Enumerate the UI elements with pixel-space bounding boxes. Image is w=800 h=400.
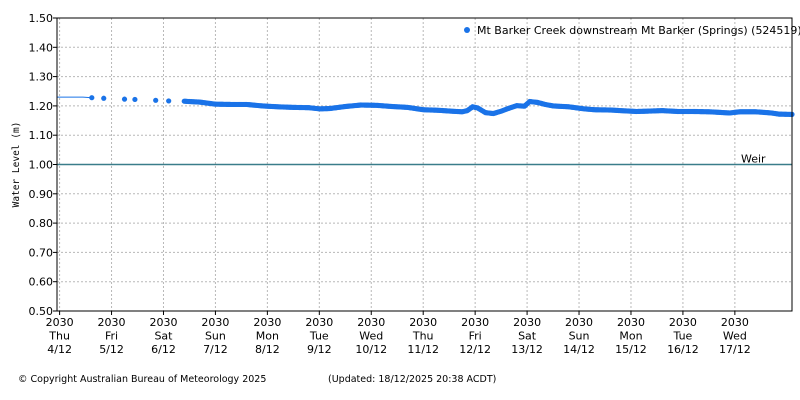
x-tick-label: 5/12 [99,343,124,356]
y-axis-label: Water Level (m) [11,122,22,208]
x-tick-label: 2030 [149,316,177,329]
x-tick-label: Thu [48,330,70,343]
x-tick-label: 2030 [565,316,593,329]
series-points [57,95,795,117]
x-tick-label: Tue [309,330,329,343]
y-tick-label: 1.00 [29,159,54,172]
x-tick-label: Thu [412,330,434,343]
x-tick-label: 12/12 [459,343,491,356]
y-tick-label: 0.60 [29,276,54,289]
legend: Mt Barker Creek downstream Mt Barker (Sp… [464,24,800,37]
x-tick-label: 8/12 [255,343,280,356]
x-tick-label: Sat [518,330,537,343]
data-point [101,95,107,101]
x-tick-label: 2030 [617,316,645,329]
legend-label: Mt Barker Creek downstream Mt Barker (Sp… [477,24,800,37]
x-tick-label: 2030 [46,316,74,329]
x-tick-label: 2030 [721,316,749,329]
y-tick-label: 0.50 [29,305,54,318]
plot-frame [56,17,793,312]
data-point [166,98,172,104]
x-tick-label: Mon [256,330,279,343]
x-tick-label: Sun [205,330,226,343]
x-tick-label: 11/12 [407,343,439,356]
x-tick-label: 14/12 [563,343,595,356]
copyright-text: © Copyright Australian Bureau of Meteoro… [18,374,267,385]
y-tick-label: 1.50 [29,12,54,25]
x-tick-label: 2030 [669,316,697,329]
y-tick-label: 1.20 [29,100,54,113]
x-tick-label: 10/12 [355,343,387,356]
data-point [153,97,159,103]
x-tick-label: 2030 [513,316,541,329]
x-tick-label: 2030 [409,316,437,329]
series-line-start [57,96,92,99]
x-tick-label: Tue [673,330,693,343]
x-tick-label: 16/12 [667,343,699,356]
y-tick-label: 0.70 [29,246,54,259]
x-tick-label: 2030 [98,316,126,329]
x-tick-label: 2030 [253,316,281,329]
updated-timestamp: (Updated: 18/12/2025 20:38 ACDT) [328,374,497,385]
x-tick-labels: 2030Thu4/122030Fri5/122030Sat6/122030Sun… [46,316,751,356]
water-level-chart: 0.50 0.60 0.70 0.80 0.90 1.00 1.10 1.20 1.30 1.40… [11,12,800,356]
y-tick-label: 1.10 [29,129,54,142]
legend-marker [464,27,470,33]
y-tick-label: 1.40 [29,41,54,54]
x-tick-label: 15/12 [615,343,647,356]
x-tick-label: 13/12 [511,343,543,356]
x-tick-label: Wed [359,330,383,343]
x-tick-label: 2030 [201,316,229,329]
x-tick-label: Wed [723,330,747,343]
weir-reference-line: Weir [57,153,792,166]
x-tick-label: Fri [469,330,482,343]
data-point [132,96,138,103]
x-tick-label: 7/12 [203,343,228,356]
data-point [121,96,128,102]
x-tick-label: 9/12 [307,343,332,356]
data-point [89,95,95,101]
x-tick-label: Sat [154,330,173,343]
x-tick-label: Fri [105,330,118,343]
y-tick-label: 0.90 [29,188,54,201]
weir-label: Weir [741,153,766,166]
x-tick-label: 2030 [357,316,385,329]
x-tick-label: 17/12 [719,343,751,356]
x-tick-label: 4/12 [47,343,72,356]
x-tick-label: 2030 [461,316,489,329]
x-tick-label: Sun [569,330,590,343]
y-tick-labels: 0.50 0.60 0.70 0.80 0.90 1.00 1.10 1.20 1.30 1.40… [29,12,54,318]
x-tick-label: 6/12 [151,343,176,356]
x-tick-label: 2030 [305,316,333,329]
x-tick-label: Mon [619,330,642,343]
y-tick-label: 0.80 [29,217,54,230]
grid-lines [53,17,792,315]
y-tick-label: 1.30 [29,71,54,84]
